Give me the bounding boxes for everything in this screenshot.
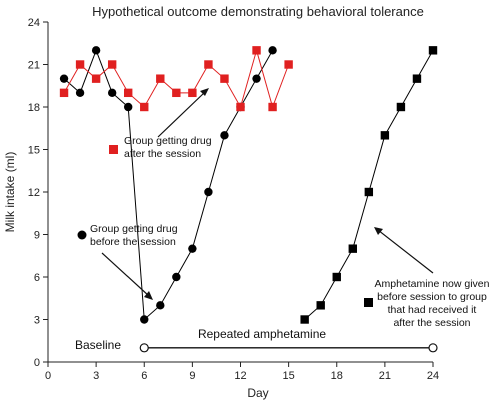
x-tick-label-7: 21 [379,370,391,382]
before-session-legend-marker [78,231,87,240]
axes [48,22,433,362]
series-1-point-10 [220,74,228,82]
arrow-after-session [158,92,205,137]
y-tick-label-1: 3 [34,315,40,327]
arrows [102,88,433,300]
before-session-label-line2: before the session [90,236,176,248]
series-2-point-4 [365,188,373,196]
series-1-point-1 [76,60,84,68]
before-session-label-line1: Group getting drug [90,223,178,235]
series-0-point-4 [124,103,132,111]
x-axis-label: Day [247,386,268,400]
baseline-label: Baseline [75,338,121,352]
after-session-label-line2: after the session [124,148,201,160]
amph-label-line3: that had received it [388,304,477,316]
series-0-point-1 [76,89,84,97]
series-0-point-12 [252,74,260,82]
chart-title: Hypothetical outcome demonstrating behav… [92,4,424,19]
series-2-point-5 [381,131,389,139]
after-session-label-line1: Group getting drug [124,135,212,147]
x-tick-label-0: 0 [45,370,51,382]
x-tick-label-6: 18 [331,370,343,382]
series-1-point-5 [140,103,148,111]
series-line-0 [64,50,273,319]
repeated-amphetamine-label: Repeated amphetamine [198,327,326,341]
series-2-point-1 [317,301,325,309]
series-2-point-3 [349,244,357,252]
y-tick-label-8: 24 [28,17,40,29]
y-tick-label-4: 12 [28,187,40,199]
series-0-point-10 [220,131,228,139]
y-axis-label: Milk intake (ml) [3,152,17,233]
series-2-point-2 [333,273,341,281]
x-tick-label-2: 6 [141,370,147,382]
series-0-point-2 [92,46,100,54]
series-0-point-9 [204,188,212,196]
amph-label-line4: after the session [393,317,470,329]
arrow-before-session [102,253,149,296]
y-tick-label-6: 18 [28,102,40,114]
series-1-point-9 [204,60,212,68]
series-0-point-5 [140,315,148,323]
y-tick-label-7: 21 [28,60,40,72]
arrow-amphetamine [378,230,433,273]
period-start-marker [140,344,148,352]
series-0-point-8 [188,244,196,252]
series-1-point-7 [172,89,180,97]
y-tick-label-2: 6 [34,272,40,284]
x-tick-label-4: 12 [234,370,246,382]
series-1-point-8 [188,89,196,97]
period-bar [140,344,437,352]
period-end-marker [429,344,437,352]
series-1-point-0 [60,89,68,97]
series-0-point-7 [172,273,180,281]
amph-label-line1: Amphetamine now given [375,278,490,290]
x-tick-label-5: 15 [283,370,295,382]
y-tick-label-0: 0 [34,357,40,369]
amph-legend-marker [364,298,373,307]
arrow-amphetamine-head [374,227,383,235]
series-0-point-13 [268,46,276,54]
series-0-point-3 [108,89,116,97]
x-tick-label-1: 3 [93,370,99,382]
y-tick-label-3: 9 [34,230,40,242]
series-2-point-7 [413,74,421,82]
series-2-point-8 [429,46,437,54]
series-1-point-3 [108,60,116,68]
series-1-point-2 [92,74,100,82]
series-0-point-0 [60,74,68,82]
series-2-point-6 [397,103,405,111]
after-session-legend-marker [109,145,118,154]
amph-label-line2: before session to group [377,291,487,303]
y-tick-label-5: 15 [28,145,40,157]
series-0-point-6 [156,301,164,309]
series-1-point-11 [236,103,244,111]
series-1-point-13 [268,103,276,111]
series-1-point-12 [252,46,260,54]
series-1-point-4 [124,89,132,97]
x-tick-label-3: 9 [189,370,195,382]
series-1-point-6 [156,74,164,82]
series-1-point-14 [284,60,292,68]
series-2-point-0 [300,315,308,323]
x-tick-label-8: 24 [427,370,439,382]
